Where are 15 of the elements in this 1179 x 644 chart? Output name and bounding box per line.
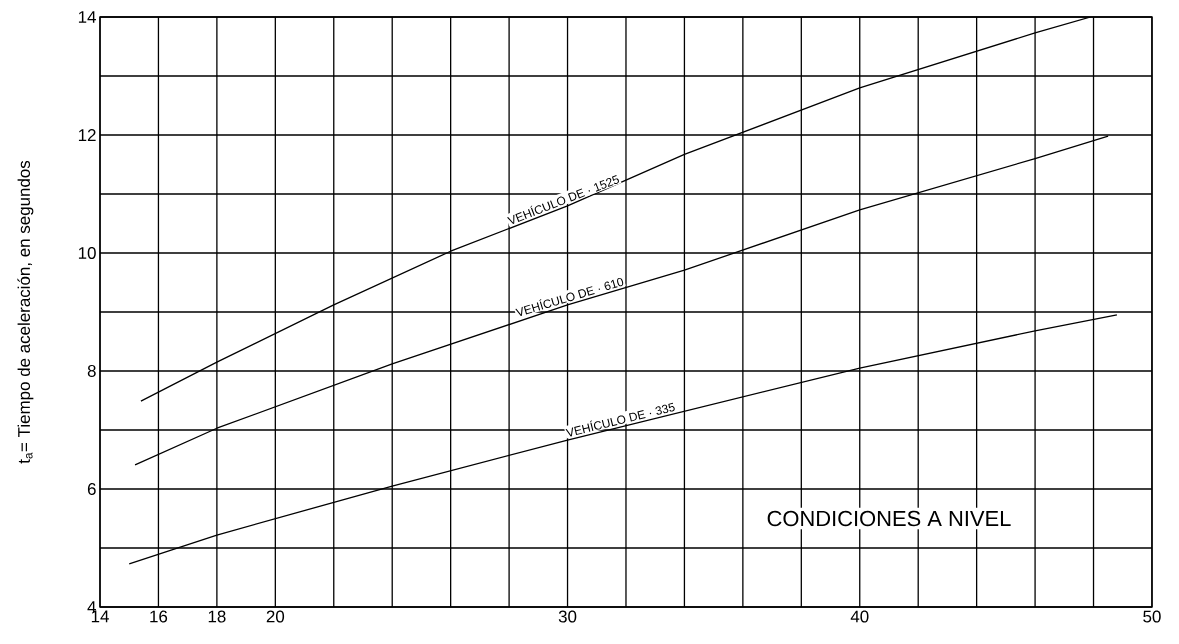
line-series	[134, 135, 1109, 466]
line-series	[128, 314, 1118, 565]
x-tick-label: 16	[150, 610, 168, 623]
y-tick-label: 14	[78, 11, 96, 23]
y-tick-label: 6	[87, 483, 96, 495]
x-tick-label: 30	[558, 610, 577, 623]
x-tick-label: 40	[850, 610, 869, 623]
y-tick-label: 10	[78, 247, 96, 259]
x-tick-label: 20	[266, 610, 285, 623]
x-tick-label: 50	[1143, 610, 1161, 623]
y-tick-label: 12	[78, 129, 96, 141]
x-tick-label: 18	[208, 610, 226, 623]
annotation: CONDICIONES A NIVEL	[767, 510, 1011, 527]
y-axis-title: t$_{a}$= Tiempo de aceleración, en segundos	[17, 160, 34, 464]
y-tick-label: 8	[87, 365, 96, 377]
